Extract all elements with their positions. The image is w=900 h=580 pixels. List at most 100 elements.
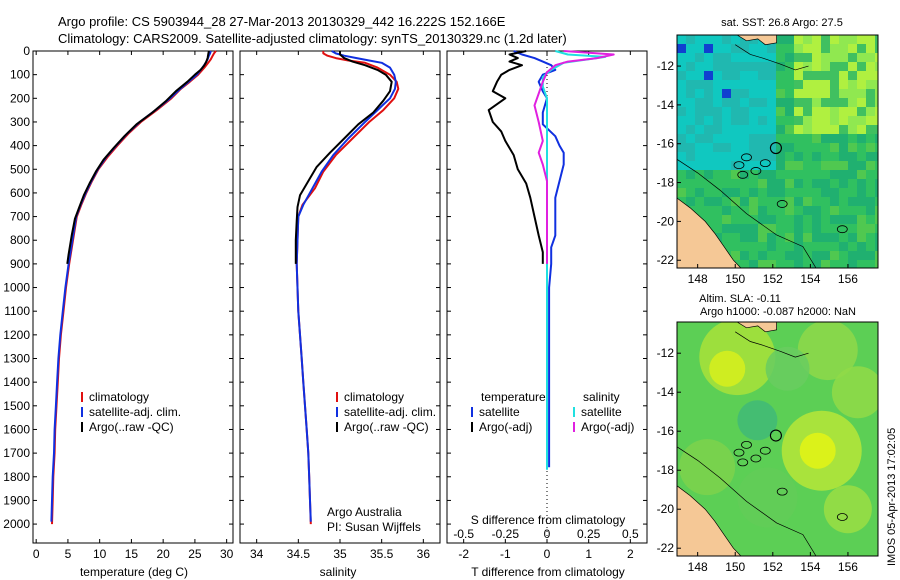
- sst-cell: [704, 35, 713, 44]
- sst-cell: [812, 71, 821, 80]
- reef-outline: [733, 448, 745, 457]
- sla_map-lat-label: -20: [657, 502, 675, 516]
- sst-cell: [830, 89, 839, 98]
- sst-cell: [767, 116, 776, 125]
- sst-cell: [776, 188, 785, 197]
- sst-cell: [731, 170, 740, 179]
- sst-cell: [866, 44, 875, 53]
- difference-top-xtick-label: 0.25: [577, 527, 601, 541]
- sst-cell: [875, 116, 878, 125]
- sst-cell: [740, 170, 749, 179]
- sst-cell: [848, 80, 857, 89]
- sst-cell: [857, 107, 866, 116]
- sst-cell: [821, 62, 830, 71]
- sst-cell: [812, 125, 821, 134]
- sst-cell: [749, 206, 758, 215]
- sst-cell: [875, 125, 878, 134]
- sst-cell: [821, 242, 830, 251]
- sst-cell: [731, 197, 740, 206]
- sst-cell: [857, 224, 866, 233]
- sst-cell: [722, 224, 731, 233]
- sst-cell: [776, 206, 785, 215]
- legend-title-temperature: temperature: [481, 390, 546, 404]
- salinity-xtick-label: 36: [417, 547, 431, 561]
- sst-cell: [695, 44, 704, 53]
- argo-location-marker: [769, 141, 782, 155]
- sst-cell: [803, 170, 812, 179]
- sst-cell: [767, 206, 776, 215]
- sst-cell: [821, 89, 830, 98]
- bathymetry-contour: [735, 44, 809, 71]
- sst-cell: [848, 152, 857, 161]
- sst-cell: [785, 71, 794, 80]
- sst-cell: [758, 242, 767, 251]
- sst-cell: [722, 206, 731, 215]
- sst-cell: [704, 89, 713, 98]
- depth-tick-label: 600: [10, 186, 30, 200]
- sst-cell: [803, 215, 812, 224]
- sst-cell: [740, 143, 749, 152]
- sst-cell: [758, 233, 767, 242]
- sst-cell: [785, 197, 794, 206]
- sst-cell: [839, 53, 848, 62]
- depth-tick-label: 1300: [3, 352, 30, 366]
- sst-cell: [749, 89, 758, 98]
- series-t-argo-adj-: [487, 50, 544, 264]
- sst-cell: [875, 170, 878, 179]
- sst-cell: [848, 116, 857, 125]
- sst_map-lat-label: -22: [657, 253, 675, 267]
- temperature-frame: [32, 50, 234, 544]
- sst-cell: [839, 179, 848, 188]
- sst-cell: [767, 242, 776, 251]
- sst-cell: [713, 224, 722, 233]
- sst-cell: [731, 89, 740, 98]
- sst-cell: [713, 197, 722, 206]
- sla-map-title-2: Argo h1000: -0.087 h2000: NaN: [700, 306, 856, 318]
- sla_map-frame: [676, 321, 879, 557]
- difference-top-xtick-label: -0.25: [492, 527, 520, 541]
- depth-tick-label: 0: [23, 44, 30, 58]
- sst-cell: [830, 233, 839, 242]
- sst-cell: [830, 242, 839, 251]
- sst-cell: [866, 206, 875, 215]
- sst-cell: [785, 152, 794, 161]
- sst-cell: [785, 116, 794, 125]
- sst-cell: [758, 125, 767, 134]
- sst-cell: [794, 134, 803, 143]
- sst-cell: [794, 98, 803, 107]
- sst-cell: [830, 71, 839, 80]
- sst-cell: [731, 134, 740, 143]
- sst-cell: [785, 170, 794, 179]
- sst-cell: [677, 143, 686, 152]
- sst-cell: [848, 242, 857, 251]
- sst-cell: [803, 161, 812, 170]
- sst-cell: [767, 179, 776, 188]
- sst-cell: [857, 152, 866, 161]
- sst-cell: [749, 143, 758, 152]
- sst-cell: [776, 233, 785, 242]
- sst-cell: [821, 116, 830, 125]
- sst_map-lat-label: -18: [657, 176, 675, 190]
- sst-cell: [695, 107, 704, 116]
- sst-cell: [776, 89, 785, 98]
- sst-cell: [812, 179, 821, 188]
- sst-cell: [785, 134, 794, 143]
- sst-cell: [767, 215, 776, 224]
- sst-cell: [839, 233, 848, 242]
- sst-cell: [785, 35, 794, 44]
- sst-cell: [875, 62, 878, 71]
- difference-xtick-label: -2: [458, 547, 469, 561]
- sst-cell: [722, 233, 731, 242]
- sst-cell: [794, 233, 803, 242]
- imos-stamp: IMOS 05-Apr-2013 17:02:05: [886, 428, 898, 566]
- sst-cell: [767, 170, 776, 179]
- sst-cell: [821, 35, 830, 44]
- sst-cell: [794, 107, 803, 116]
- sst-cell: [812, 89, 821, 98]
- sst-cell: [812, 251, 821, 260]
- sst-cell: [758, 170, 767, 179]
- sst-cell: [866, 152, 875, 161]
- sst-cell: [713, 152, 722, 161]
- sst-cell: [740, 215, 749, 224]
- sst-cell: [740, 224, 749, 233]
